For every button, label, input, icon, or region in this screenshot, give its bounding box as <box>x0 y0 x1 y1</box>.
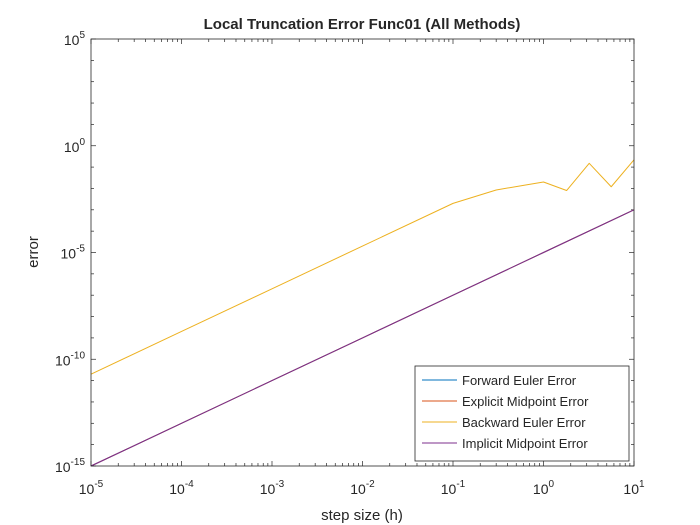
legend: Forward Euler Error Explicit Midpoint Err… <box>414 365 630 462</box>
x-tick-label: 10-5 <box>79 479 104 497</box>
legend-label: Forward Euler Error <box>462 373 577 388</box>
series-line-4 <box>90 209 635 467</box>
x-tick-label: 10-1 <box>441 479 466 497</box>
y-tick-label: 100 <box>64 137 86 155</box>
y-tick-label: 10-15 <box>55 457 85 475</box>
legend-box <box>414 365 630 462</box>
legend-label: Backward Euler Error <box>462 415 586 430</box>
legend-label: Implicit Midpoint Error <box>462 436 588 451</box>
x-tick-label: 10-3 <box>260 479 285 497</box>
y-axis-label: error <box>25 236 42 268</box>
x-tick-label: 10-2 <box>350 479 375 497</box>
x-tick-label: 10-4 <box>169 479 194 497</box>
axis-ticks: 10-5 10-4 10-3 10-2 10-1 100 101 10-15 10-10 10-5… <box>55 30 645 497</box>
legend-label: Explicit Midpoint Error <box>462 394 589 409</box>
series-line-3 <box>90 159 635 375</box>
y-tick-label: 10-5 <box>61 244 86 262</box>
y-tick-label: 105 <box>64 30 86 48</box>
x-tick-label: 101 <box>623 479 645 497</box>
plot-frame <box>90 38 635 467</box>
chart-title: Local Truncation Error Func01 (All Metho… <box>204 16 521 33</box>
y-tick-label: 10-10 <box>55 350 85 368</box>
x-axis-label: step size (h) <box>321 507 403 524</box>
x-tick-label: 100 <box>533 479 555 497</box>
series-lines <box>90 159 635 467</box>
